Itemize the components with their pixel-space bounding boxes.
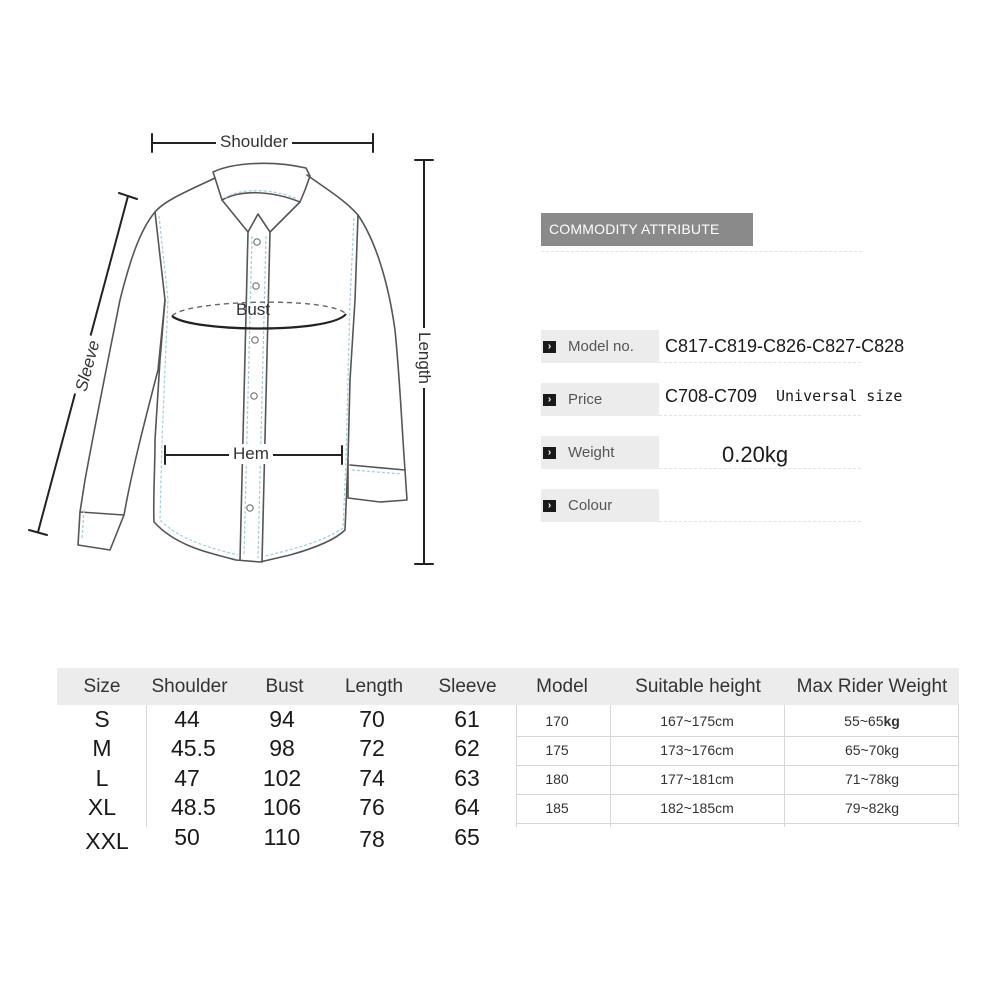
cell-sleeve: 63 [454, 765, 480, 791]
cell-weight: 71~78kg [844, 771, 900, 787]
cell-size: S [94, 706, 110, 732]
attr-row-model: › Model no. C817-C819-C826-C827-C828 [541, 330, 904, 363]
table-divider [610, 705, 611, 827]
cell-shoulder: 45.5 [171, 735, 216, 761]
header-divider [541, 251, 862, 252]
header-bust: Bust [265, 676, 304, 697]
attr-key: › Model no. [541, 330, 659, 363]
attr-divider [659, 415, 861, 416]
cell-weight: 79~82kg [844, 800, 900, 816]
attr-label-weight: Weight [568, 444, 615, 461]
button-dot [246, 504, 254, 512]
cell-size: M [92, 735, 112, 761]
header-size: Size [83, 676, 121, 697]
bust-measure-back [171, 301, 347, 317]
cell-height: 182~185cm [660, 800, 734, 816]
cell-length: 74 [359, 765, 385, 791]
cell-length: 76 [359, 794, 385, 820]
cell-size: XXL [85, 828, 129, 854]
attr-divider [659, 468, 861, 469]
header-max-rider-weight: Max Rider Weight [796, 676, 948, 697]
commodity-attribute-header: COMMODITY ATTRIBUTE [541, 213, 753, 246]
table-divider [516, 765, 959, 766]
attr-key: › Colour [541, 489, 659, 522]
attr-label-price: Price [568, 391, 603, 408]
cell-size: XL [87, 794, 117, 820]
cell-height: 167~175cm [660, 713, 734, 729]
shirt-body-outline [152, 174, 359, 563]
button-dot [250, 392, 258, 400]
cell-length: 78 [359, 826, 385, 852]
cell-sleeve: 62 [454, 735, 480, 761]
table-divider [516, 736, 959, 737]
cell-bust: 98 [269, 735, 295, 761]
button-dot [251, 336, 259, 344]
attr-label-model: Model no. [568, 338, 634, 355]
attr-row-colour: › Colour [541, 489, 861, 522]
header-model: Model [536, 676, 588, 697]
attr-divider [659, 521, 861, 522]
cell-sleeve: 61 [454, 706, 480, 732]
attr-value-weight: 0.20kg [722, 442, 789, 467]
bust-measure-front [171, 313, 347, 330]
arrow-right-icon: › [543, 447, 556, 459]
length-label: Length [414, 328, 434, 388]
table-header-row: Size Shoulder Bust Length Sleeve Model S… [57, 668, 959, 705]
button-dot [252, 282, 260, 290]
table-divider [516, 705, 517, 827]
header-length: Length [344, 676, 404, 697]
table-divider [516, 794, 959, 795]
cell-model: 185 [545, 800, 569, 816]
header-sleeve: Sleeve [438, 676, 497, 697]
cell-length: 72 [359, 735, 385, 761]
attr-label-colour: Colour [568, 497, 613, 514]
cell-sleeve: 65 [454, 824, 480, 850]
button-dot [253, 238, 261, 246]
cell-model: 175 [545, 742, 569, 758]
header-shoulder: Shoulder [151, 676, 228, 697]
cell-size: L [95, 765, 109, 791]
arrow-right-icon: › [543, 341, 556, 353]
cell-bust: 110 [263, 824, 301, 850]
cell-bust: 106 [262, 794, 302, 820]
arrow-right-icon: › [543, 394, 556, 406]
header-suitable-height: Suitable height [635, 676, 761, 697]
cell-length: 70 [359, 706, 385, 732]
cell-shoulder: 44 [174, 706, 200, 732]
shirt-left-sleeve [77, 211, 166, 551]
shoulder-label: Shoulder [216, 132, 293, 152]
attr-row-price: › Price C708-C709 Universal size [541, 383, 902, 416]
attr-value-price: C708-C709 [665, 386, 758, 406]
table-divider [146, 705, 147, 827]
cell-model: 170 [545, 713, 569, 729]
cell-weight: 55~65kg [844, 713, 900, 729]
attr-key: › Weight [541, 436, 659, 469]
attr-row-weight: › Weight 0.20kg [541, 436, 861, 469]
cell-bust: 94 [269, 706, 295, 732]
cell-bust: 102 [262, 765, 302, 791]
cell-weight: 65~70kg [844, 742, 900, 758]
attr-value-price-extra: Universal size [776, 387, 903, 405]
hem-label: Hem [229, 444, 273, 464]
cell-model: 180 [545, 771, 569, 787]
shirt-right-sleeve [347, 214, 408, 503]
cell-sleeve: 64 [454, 794, 480, 820]
cell-shoulder: 50 [174, 824, 200, 850]
table-divider [958, 705, 959, 827]
attr-value-model: C817-C819-C826-C827-C828 [665, 336, 905, 356]
bust-label: Bust [236, 300, 271, 319]
cell-shoulder: 48.5 [171, 794, 216, 820]
attr-key: › Price [541, 383, 659, 416]
arrow-right-icon: › [543, 500, 556, 512]
table-divider [784, 705, 785, 827]
cell-height: 173~176cm [660, 742, 734, 758]
cell-shoulder: 47 [174, 765, 200, 791]
shirt-collar [212, 162, 311, 233]
table-divider [516, 823, 959, 824]
cell-height: 177~181cm [660, 771, 734, 787]
attr-divider [659, 362, 861, 363]
